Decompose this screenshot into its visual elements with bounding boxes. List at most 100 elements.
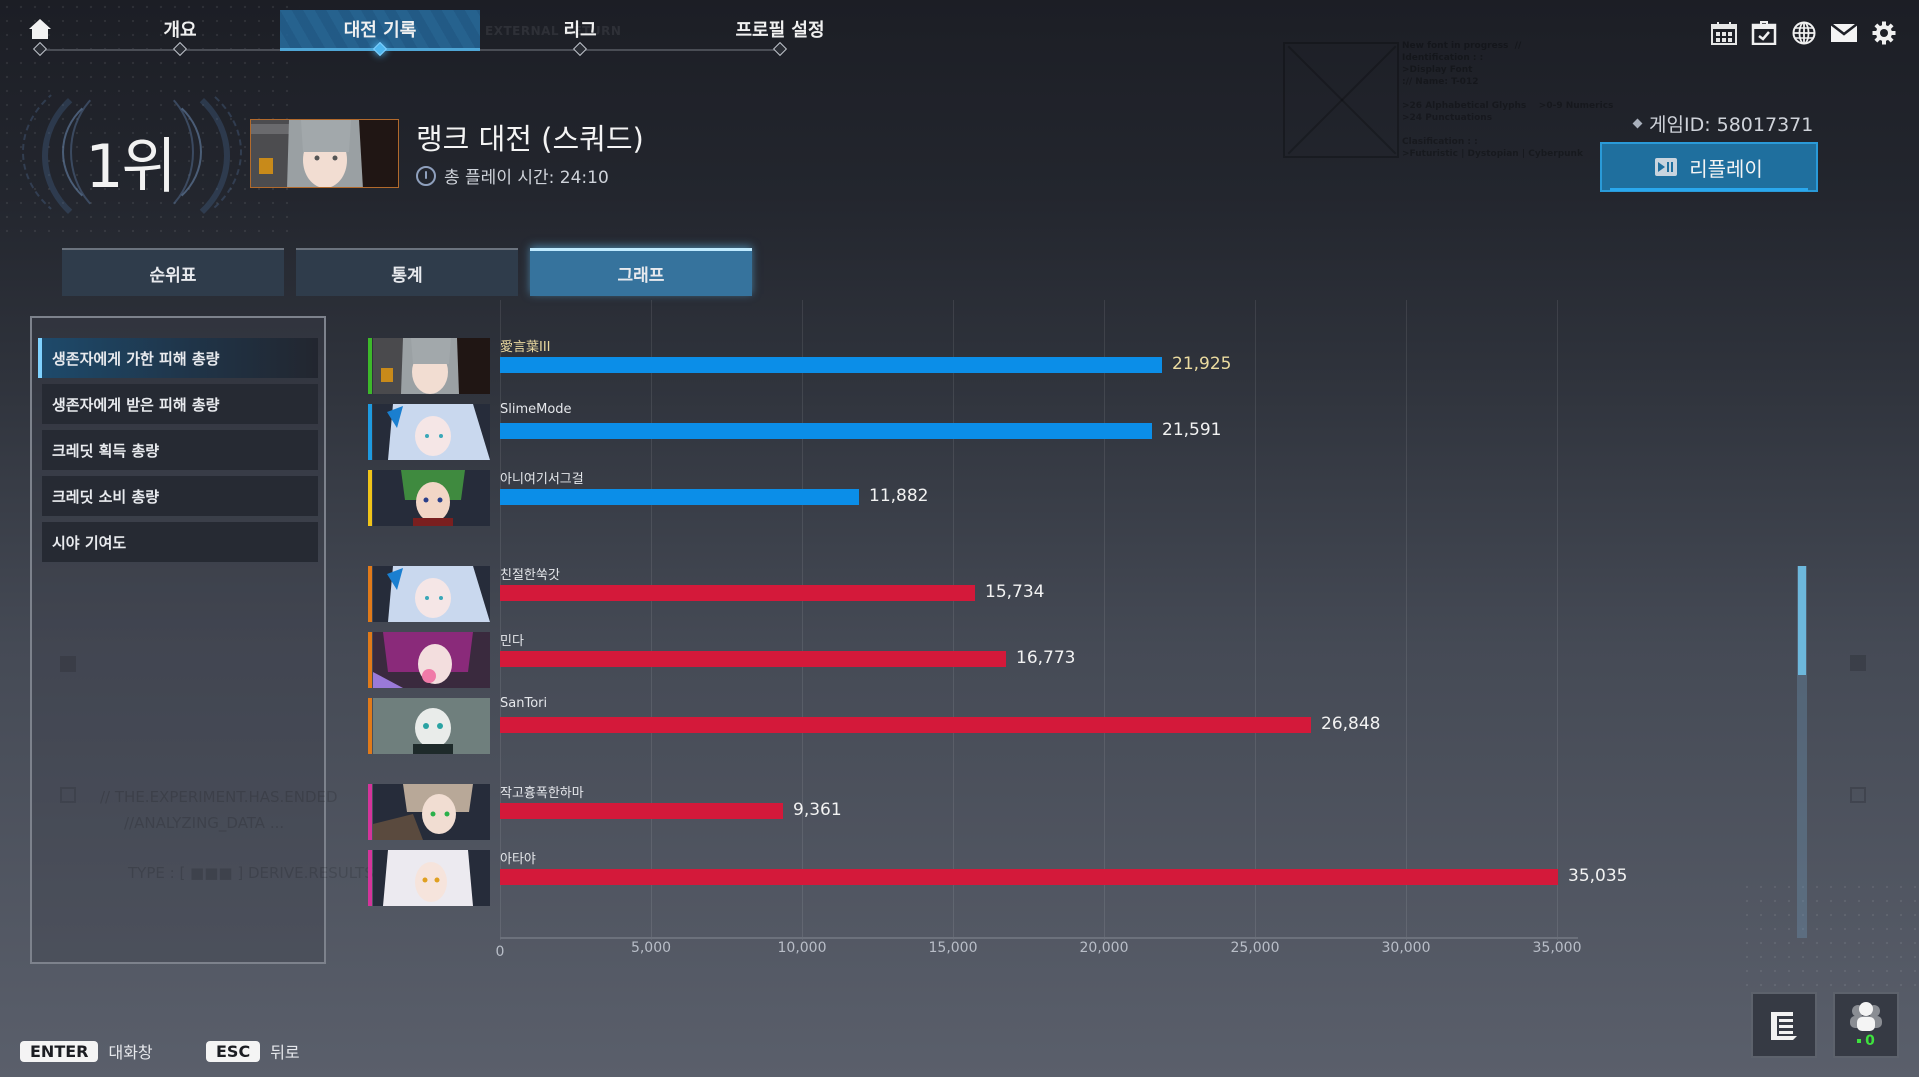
team-color-indicator (368, 404, 372, 460)
damage-value: 21,591 (1162, 420, 1222, 440)
x-axis-tick: 0 (495, 944, 505, 960)
category-damage-taken[interactable]: 생존자에게 받은 피해 총량 (42, 384, 318, 424)
tab-statistics[interactable]: 통계 (296, 248, 518, 296)
x-axis-tick: 30,000 (1381, 940, 1431, 956)
playtime-label: 총 플레이 시간: 24:10 (444, 168, 609, 188)
nav-tab-profile-settings[interactable]: 프로필 설정 (735, 20, 825, 41)
total-playtime: 총 플레이 시간: 24:10 (416, 163, 609, 188)
replay-button-label: 리플레이 (1689, 156, 1763, 181)
x-axis-line (500, 937, 1578, 939)
globe-icon[interactable] (1791, 20, 1817, 46)
rank-number: 1위 (85, 132, 176, 202)
bg-dot-pattern (1740, 880, 1919, 990)
ally-damage-bar (500, 489, 859, 505)
bg-square (60, 787, 76, 803)
chart-gridline (802, 300, 803, 940)
bg-square (60, 656, 76, 672)
home-icon[interactable] (28, 18, 52, 40)
match-mode-title: 랭크 대전 (스쿼드) (416, 122, 644, 156)
online-status-icon (1857, 1039, 1862, 1043)
player-avatar[interactable] (373, 470, 490, 526)
chart-gridline (651, 300, 652, 940)
game-id-label: 게임ID: 58017371 (1649, 114, 1814, 136)
damage-value: 21,925 (1172, 354, 1232, 374)
player-name: 민다 (500, 634, 524, 649)
team-color-indicator (368, 566, 372, 622)
team-color-indicator (368, 698, 372, 754)
nav-tab-league[interactable]: 리그 (563, 20, 597, 41)
category-credits-spent[interactable]: 크레딧 소비 총량 (42, 476, 318, 516)
rank-ring (22, 66, 242, 238)
x-axis-tick: 15,000 (928, 940, 978, 956)
tab-leaderboard[interactable]: 순위표 (62, 248, 284, 296)
enter-key-badge: ENTER (20, 1040, 99, 1062)
nav-diamond-league (572, 41, 588, 57)
nav-diamond-overview (172, 41, 188, 57)
player-avatar[interactable] (373, 404, 490, 460)
esc-hint-label: 뒤로 (270, 1043, 300, 1062)
top-navigation: EXTERNAL RETURN 개요 대전 기록 리그 프로필 설정 (0, 0, 1919, 60)
player-name: 愛言葉III (500, 340, 551, 355)
bg-square (1850, 655, 1866, 671)
team-color-indicator (368, 850, 372, 906)
team-color-indicator (368, 632, 372, 688)
nav-diamond-home (32, 41, 48, 57)
log-button[interactable] (1751, 992, 1817, 1058)
player-name: 작고흉폭한하마 (500, 786, 584, 801)
checklist-icon[interactable] (1751, 20, 1777, 46)
category-damage-dealt[interactable]: 생존자에게 가한 피해 총량 (38, 338, 318, 378)
enemy-damage-bar (500, 717, 1311, 733)
graph-category-panel: 생존자에게 가한 피해 총량 생존자에게 받은 피해 총량 크레딧 획득 총량 … (30, 316, 438, 964)
chart-gridline (1557, 300, 1558, 940)
friends-group-icon (1850, 1002, 1882, 1031)
diamond-bullet-icon (1632, 118, 1643, 129)
ally-damage-bar (500, 423, 1152, 439)
log-document-icon (1771, 1012, 1797, 1040)
nav-tab-overview[interactable]: 개요 (163, 20, 197, 41)
damage-value: 35,035 (1568, 866, 1628, 886)
player-name: SanTori (500, 696, 548, 711)
player-avatar[interactable] (373, 698, 490, 754)
mail-icon[interactable] (1831, 20, 1857, 46)
category-credits-earned[interactable]: 크레딧 획득 총량 (42, 430, 318, 470)
x-axis-tick: 25,000 (1230, 940, 1280, 956)
player-name: SlimeMode (500, 402, 572, 417)
enemy-damage-bar (500, 585, 975, 601)
chart-scrollbar-thumb[interactable] (1798, 566, 1806, 675)
chart-gridline (1104, 300, 1105, 940)
player-avatar[interactable] (373, 850, 490, 906)
bg-wireframe-text: New font in progress // Identification :… (1402, 41, 1614, 159)
esc-back-hint[interactable]: ESC 뒤로 (206, 1039, 300, 1063)
chart-gridline (1255, 300, 1256, 940)
replay-button[interactable]: 리플레이 (1600, 142, 1818, 192)
nav-ghost-text: EXTERNAL RETURN (485, 24, 622, 38)
player-avatar[interactable] (373, 632, 490, 688)
player-avatar[interactable] (373, 338, 490, 394)
nav-tab-match-history[interactable]: 대전 기록 (343, 20, 417, 41)
nav-diamond-profile-settings (772, 41, 788, 57)
ally-damage-bar (500, 357, 1162, 373)
bg-square (1850, 787, 1866, 803)
player-avatar[interactable] (373, 566, 490, 622)
chart-gridline (1406, 300, 1407, 940)
enter-chat-hint[interactable]: ENTER 대화창 (20, 1039, 153, 1063)
bg-faint-text: // THE.EXPERIMENT.HAS.ENDED (100, 788, 338, 806)
category-vision-contribution[interactable]: 시야 기여도 (42, 522, 318, 562)
bg-faint-text: //ANALYZING_DATA ... (124, 814, 285, 832)
team-color-indicator (368, 338, 372, 394)
rank-badge: 1위 (10, 66, 250, 240)
team-color-indicator (368, 470, 372, 526)
enter-hint-label: 대화창 (108, 1043, 153, 1062)
settings-gear-icon[interactable] (1871, 20, 1897, 46)
calendar-icon[interactable] (1711, 20, 1737, 46)
tab-graph[interactable]: 그래프 (530, 248, 752, 296)
player-avatar[interactable] (373, 784, 490, 840)
damage-value: 15,734 (985, 582, 1045, 602)
chart-scrollbar-track[interactable] (1797, 566, 1807, 938)
damage-value: 9,361 (793, 800, 842, 820)
player-character-portrait (250, 119, 399, 188)
friends-button[interactable]: 0 (1833, 992, 1899, 1058)
top-right-toolbar (1711, 20, 1897, 46)
bg-wireframe-box (1283, 42, 1399, 158)
x-axis-tick: 20,000 (1079, 940, 1129, 956)
